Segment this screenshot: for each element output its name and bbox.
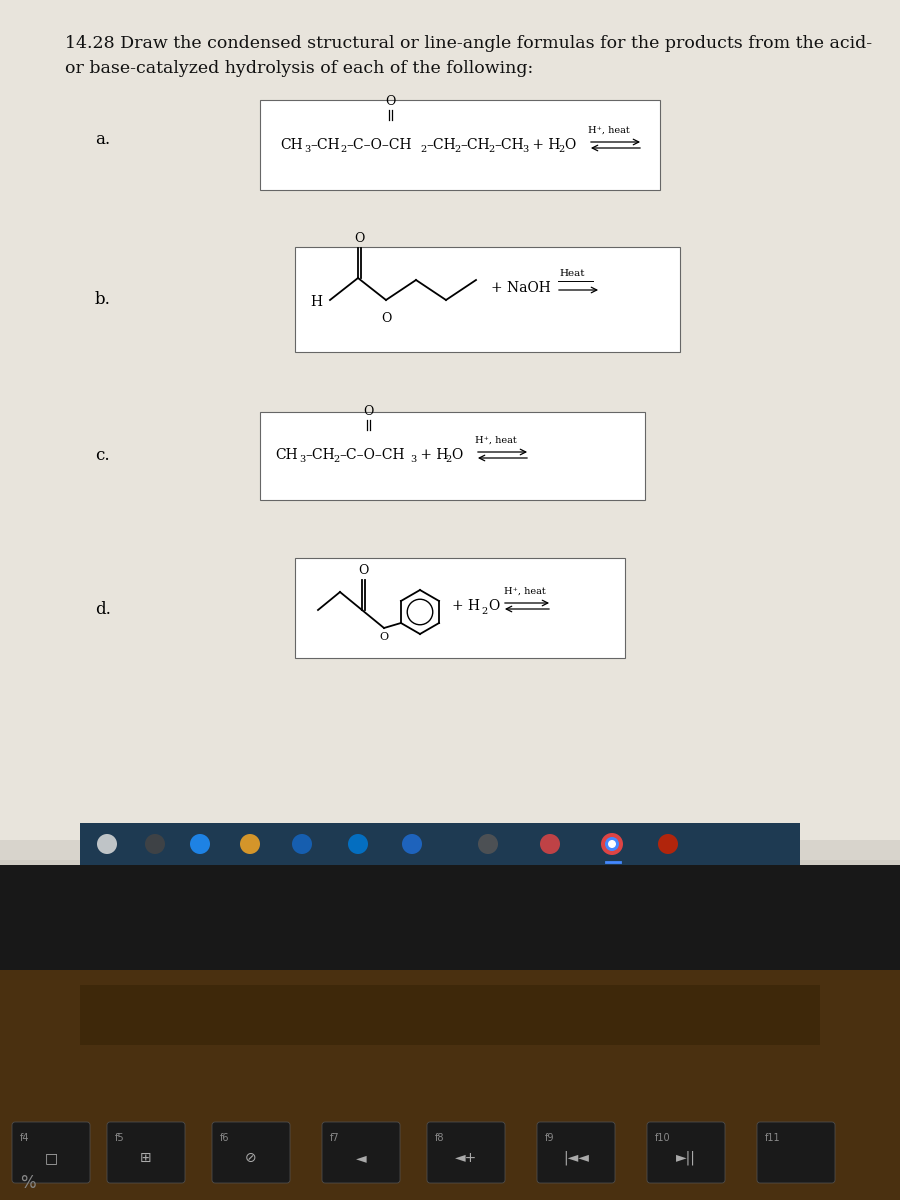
- FancyBboxPatch shape: [260, 412, 645, 500]
- FancyBboxPatch shape: [537, 1122, 615, 1183]
- Text: –CH: –CH: [494, 138, 524, 152]
- FancyBboxPatch shape: [80, 823, 800, 865]
- Text: –CH: –CH: [460, 138, 490, 152]
- Text: a.: a.: [95, 132, 110, 149]
- Circle shape: [608, 840, 616, 848]
- Text: CH: CH: [275, 448, 298, 462]
- Text: –C–O–CH: –C–O–CH: [339, 448, 404, 462]
- Text: ◄: ◄: [356, 1151, 366, 1165]
- Text: ⊘: ⊘: [245, 1151, 256, 1165]
- Text: –CH: –CH: [305, 448, 335, 462]
- Text: + H: + H: [528, 138, 561, 152]
- Text: –C–O–CH: –C–O–CH: [346, 138, 411, 152]
- Text: d.: d.: [95, 601, 111, 618]
- Text: 2: 2: [333, 456, 339, 464]
- Text: f9: f9: [545, 1133, 554, 1142]
- Text: O: O: [488, 599, 500, 613]
- Text: 3: 3: [299, 456, 305, 464]
- Text: + H: + H: [452, 599, 480, 613]
- FancyBboxPatch shape: [212, 1122, 290, 1183]
- Text: 2: 2: [340, 145, 346, 155]
- FancyBboxPatch shape: [0, 865, 900, 974]
- Text: 2: 2: [445, 456, 451, 464]
- Text: + NaOH: + NaOH: [491, 281, 551, 295]
- Circle shape: [145, 834, 165, 854]
- Text: b.: b.: [95, 292, 111, 308]
- Circle shape: [540, 834, 560, 854]
- Text: 14.28 Draw the condensed structural or line-angle formulas for the products from: 14.28 Draw the condensed structural or l…: [65, 35, 872, 52]
- FancyBboxPatch shape: [80, 985, 820, 1045]
- Text: f10: f10: [655, 1133, 670, 1142]
- Text: H: H: [310, 295, 322, 308]
- Circle shape: [402, 834, 422, 854]
- Text: 2: 2: [488, 145, 494, 155]
- Text: 3: 3: [304, 145, 310, 155]
- Circle shape: [240, 834, 260, 854]
- Text: ⊞: ⊞: [140, 1151, 152, 1165]
- FancyBboxPatch shape: [757, 1122, 835, 1183]
- Text: ◄+: ◄+: [454, 1151, 477, 1165]
- Text: |◄◄: |◄◄: [563, 1151, 589, 1165]
- Circle shape: [292, 834, 312, 854]
- Circle shape: [348, 834, 368, 854]
- Text: 2: 2: [420, 145, 427, 155]
- FancyBboxPatch shape: [260, 100, 660, 190]
- Text: O: O: [381, 312, 392, 325]
- Text: H⁺, heat: H⁺, heat: [475, 436, 517, 445]
- Circle shape: [97, 834, 117, 854]
- Text: CH: CH: [280, 138, 302, 152]
- Text: O: O: [385, 95, 395, 108]
- Text: Heat: Heat: [559, 269, 584, 278]
- Circle shape: [190, 834, 210, 854]
- Circle shape: [602, 834, 622, 854]
- Text: f8: f8: [435, 1133, 445, 1142]
- Text: O: O: [354, 232, 364, 245]
- Text: f11: f11: [765, 1133, 780, 1142]
- FancyBboxPatch shape: [0, 0, 900, 860]
- FancyBboxPatch shape: [12, 1122, 90, 1183]
- Text: H⁺, heat: H⁺, heat: [588, 126, 630, 134]
- Text: 2: 2: [454, 145, 460, 155]
- Text: f4: f4: [20, 1133, 30, 1142]
- Text: □: □: [44, 1151, 58, 1165]
- Circle shape: [601, 833, 623, 854]
- Text: f7: f7: [330, 1133, 339, 1142]
- FancyBboxPatch shape: [647, 1122, 725, 1183]
- Text: O: O: [451, 448, 463, 462]
- Text: + H: + H: [416, 448, 448, 462]
- Text: O: O: [358, 564, 368, 577]
- Circle shape: [605, 838, 619, 851]
- Text: O: O: [363, 404, 374, 418]
- FancyBboxPatch shape: [0, 970, 900, 1200]
- Text: O: O: [564, 138, 575, 152]
- FancyBboxPatch shape: [0, 0, 900, 840]
- Text: c.: c.: [95, 446, 110, 463]
- Text: 3: 3: [410, 456, 416, 464]
- Text: –CH: –CH: [426, 138, 455, 152]
- Text: %: %: [20, 1174, 36, 1192]
- Text: H⁺, heat: H⁺, heat: [504, 587, 545, 596]
- Text: O: O: [380, 632, 389, 642]
- Text: f6: f6: [220, 1133, 230, 1142]
- Text: –CH: –CH: [310, 138, 339, 152]
- Circle shape: [478, 834, 498, 854]
- FancyBboxPatch shape: [295, 247, 680, 352]
- Circle shape: [658, 834, 678, 854]
- Text: ►||: ►||: [676, 1151, 696, 1165]
- Text: f5: f5: [115, 1133, 124, 1142]
- Text: 3: 3: [522, 145, 528, 155]
- FancyBboxPatch shape: [295, 558, 625, 658]
- Text: 2: 2: [481, 607, 487, 617]
- FancyBboxPatch shape: [427, 1122, 505, 1183]
- FancyBboxPatch shape: [322, 1122, 400, 1183]
- FancyBboxPatch shape: [107, 1122, 185, 1183]
- Text: or base-catalyzed hydrolysis of each of the following:: or base-catalyzed hydrolysis of each of …: [65, 60, 533, 77]
- Text: 2: 2: [558, 145, 564, 155]
